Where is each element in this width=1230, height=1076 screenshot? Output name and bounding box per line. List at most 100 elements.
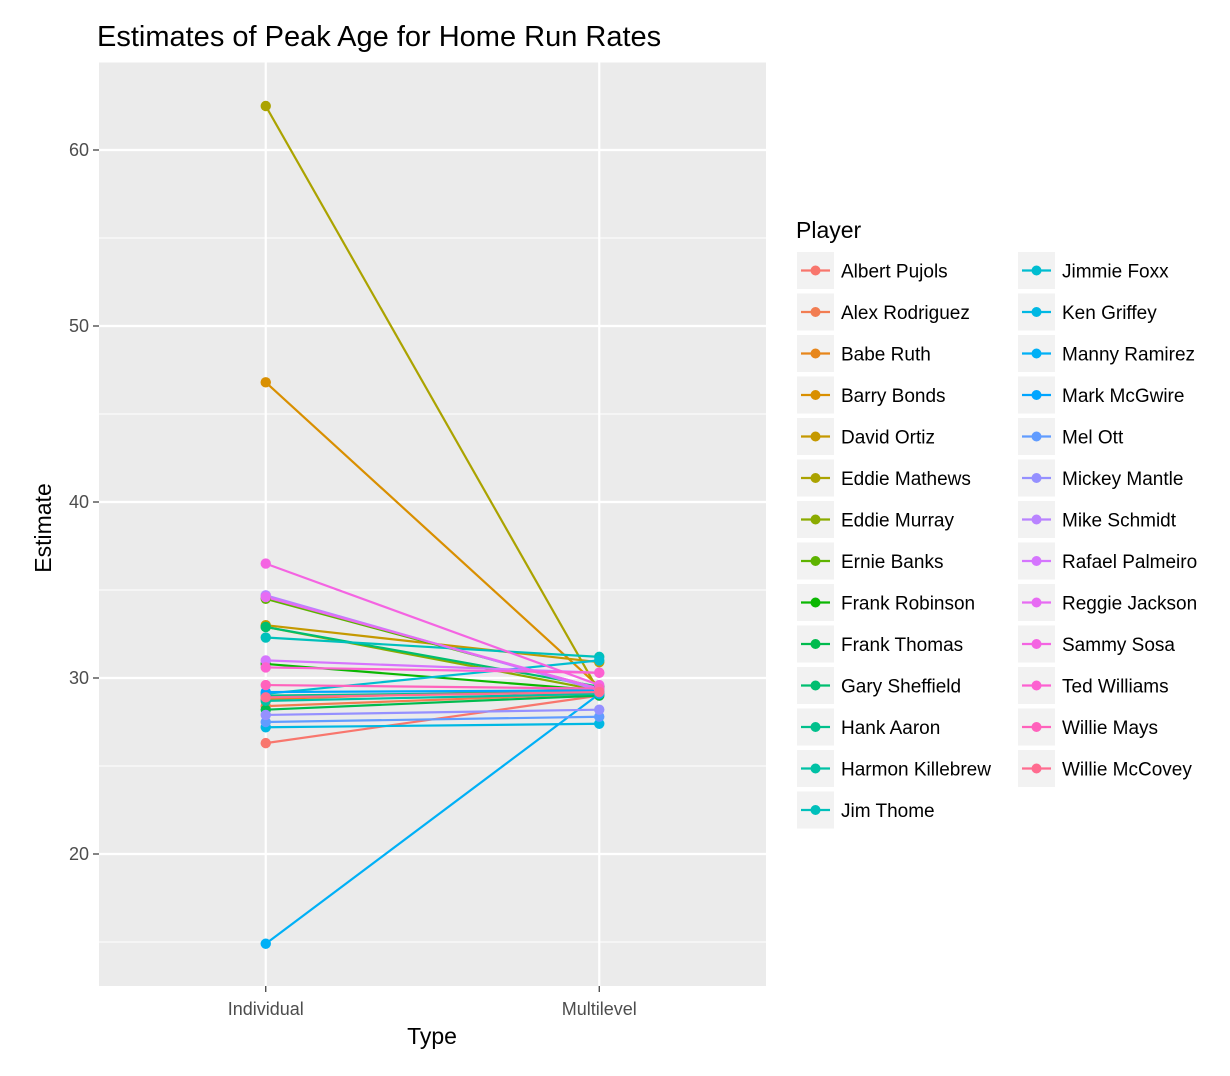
legend-key-point <box>810 639 821 649</box>
legend-item: Harmon Killebrew <box>797 750 991 787</box>
legend-label: Frank Robinson <box>841 594 975 615</box>
legend-item: Hank Aaron <box>797 708 940 746</box>
data-point <box>594 667 605 678</box>
series-line <box>265 636 600 658</box>
legend-key-point <box>1031 265 1042 276</box>
legend-item: Jimmie Foxx <box>1018 252 1169 289</box>
series-line <box>265 666 600 674</box>
legend-key-point <box>1031 348 1042 359</box>
legend-item: Mel Ott <box>1018 418 1124 455</box>
legend-label: Barry Bonds <box>841 386 946 407</box>
legend-item: Gary Sheffield <box>797 667 961 704</box>
legend-key-point <box>810 431 821 442</box>
legend-key-point <box>810 473 821 483</box>
legend-key-point <box>810 514 821 525</box>
legend-key-point <box>810 265 821 276</box>
data-point <box>260 662 271 673</box>
legend-item: Ken Griffey <box>1018 293 1157 331</box>
plot-area: 20 30 40 50 60 Individual Multilevel <box>69 61 766 1019</box>
legend-label: Eddie Murray <box>841 511 954 532</box>
legend-label: Babe Ruth <box>841 345 931 366</box>
legend-label: Ernie Banks <box>841 552 943 573</box>
legend-item: Mark McGwire <box>1018 376 1184 414</box>
legend-key-point <box>810 763 821 774</box>
series-line <box>265 659 600 674</box>
legend-label: Jimmie Foxx <box>1062 262 1169 283</box>
legend-label: Ken Griffey <box>1062 303 1157 324</box>
legend-item: Willie McCovey <box>1018 750 1192 787</box>
x-tick-label: Individual <box>228 999 304 1019</box>
legend-key-point <box>1031 307 1042 317</box>
data-point <box>260 938 271 949</box>
legend-label: Frank Thomas <box>841 635 963 656</box>
series-line <box>265 689 600 694</box>
legend-label: Gary Sheffield <box>841 677 961 698</box>
legend-key-point <box>1031 431 1042 442</box>
legend-item: Barry Bonds <box>797 376 946 414</box>
x-tick-label: Multilevel <box>562 999 637 1019</box>
legend-label: Mike Schmidt <box>1062 511 1177 532</box>
data-point <box>594 686 605 698</box>
data-point <box>260 377 271 388</box>
legend-label: Albert Pujols <box>841 262 948 283</box>
legend-key-point <box>1031 680 1042 691</box>
legend-label: Mickey Mantle <box>1062 469 1183 490</box>
series-line <box>265 692 600 945</box>
legend-item: Babe Ruth <box>797 335 931 372</box>
y-tick-label: 30 <box>69 668 89 688</box>
legend-label: Mel Ott <box>1062 428 1124 449</box>
data-point <box>260 591 271 603</box>
data-point <box>260 737 271 749</box>
data-point <box>594 655 605 666</box>
legend-item: Jim Thome <box>797 791 935 829</box>
series-line <box>265 683 600 690</box>
legend-title: Player <box>796 217 862 243</box>
legend-label: Willie Mays <box>1062 718 1158 739</box>
legend-item: Reggie Jackson <box>1018 584 1197 621</box>
series-line <box>265 562 600 687</box>
series-line <box>265 595 600 690</box>
legend-label: Ted Williams <box>1062 677 1169 698</box>
legend-item: Willie Mays <box>1018 708 1158 746</box>
data-point <box>260 621 271 633</box>
legend-key-point <box>1031 639 1042 649</box>
legend-label: Willie McCovey <box>1062 760 1192 781</box>
series-line <box>265 659 600 695</box>
legend-item: Frank Robinson <box>797 584 975 621</box>
legend-key-point <box>810 390 821 400</box>
legend-key-point <box>810 597 821 608</box>
y-tick-label: 50 <box>69 316 89 336</box>
series-line <box>265 690 600 699</box>
legend-item: Sammy Sosa <box>1018 625 1175 663</box>
y-tick-label: 40 <box>69 492 89 512</box>
legend-item: Mike Schmidt <box>1018 501 1177 538</box>
legend-key-point <box>1031 556 1042 566</box>
legend-label: Hank Aaron <box>841 718 940 739</box>
legend-item: Frank Thomas <box>797 625 963 663</box>
legend-label: Jim Thome <box>841 801 935 822</box>
series-line <box>265 715 600 724</box>
series-line <box>265 625 600 688</box>
legend-item: Alex Rodriguez <box>797 293 970 331</box>
legend-key-point <box>1031 514 1042 525</box>
legend-item: Ted Williams <box>1018 667 1169 704</box>
legend-label: Reggie Jackson <box>1062 594 1197 615</box>
y-axis-title: Estimate <box>30 483 56 572</box>
legend-key-point <box>1031 597 1042 608</box>
legend-item: Manny Ramirez <box>1018 335 1195 372</box>
data-point <box>260 709 271 721</box>
legend: Albert Pujols Alex Rodriguez Babe Ruth Barr… <box>797 252 1197 829</box>
legend-key-point <box>1031 473 1042 483</box>
x-axis-title: Type <box>407 1023 457 1049</box>
plot-panel <box>99 62 766 986</box>
legend-item: Ernie Banks <box>797 542 943 580</box>
data-point <box>260 558 271 569</box>
legend-label: Rafael Palmeiro <box>1062 552 1197 573</box>
legend-item: Rafael Palmeiro <box>1018 542 1197 580</box>
series-line <box>265 694 600 711</box>
series-line <box>265 722 600 729</box>
legend-key-point <box>1031 722 1042 732</box>
y-tick-label: 60 <box>69 140 89 160</box>
legend-item: Eddie Mathews <box>797 459 971 497</box>
